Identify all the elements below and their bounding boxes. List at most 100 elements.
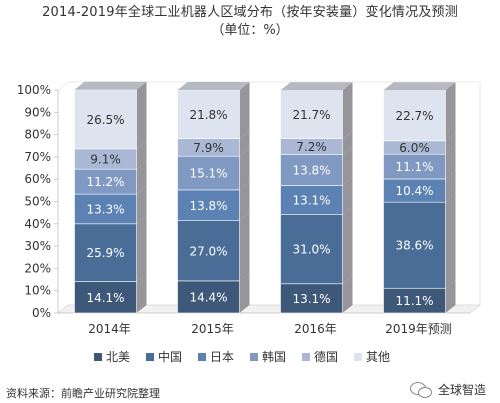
bar-side-face xyxy=(445,82,456,141)
bar-side-face xyxy=(136,186,147,224)
brand-watermark: 全球智造 xyxy=(410,381,486,398)
data-label: 27.0% xyxy=(189,244,227,258)
x-category-label: 2015年 xyxy=(191,322,234,336)
legend-swatch xyxy=(94,353,102,361)
bar-segment xyxy=(74,223,137,282)
data-label: 38.6% xyxy=(395,239,433,253)
data-label: 11.2% xyxy=(86,175,124,189)
stacked-bar-chart: 0% 10% 20% 30% 40% 50% 60% 70% 80% 90% 100% 14.1% 25… xyxy=(17,81,482,364)
bar-segment xyxy=(280,154,343,186)
legend-swatch xyxy=(302,353,310,361)
data-label: 21.7% xyxy=(292,108,330,122)
chart-subtitle: （单位：%） xyxy=(211,23,289,38)
bar-side-face xyxy=(445,170,456,203)
bar-top-face xyxy=(280,82,353,91)
bar-side-face xyxy=(136,140,147,170)
bar-side-face xyxy=(136,215,147,282)
bar-segment xyxy=(177,189,240,221)
bar-side-face xyxy=(239,130,250,157)
x-category-label: 2014年 xyxy=(88,322,131,336)
bar-segment xyxy=(177,220,240,282)
bar-side-face xyxy=(445,132,456,155)
legend-label: 德国 xyxy=(314,349,338,364)
wechat-icon xyxy=(410,381,432,398)
x-category-label: 2016年 xyxy=(294,322,337,336)
data-label: 31.0% xyxy=(292,243,330,257)
y-tick-label: 40% xyxy=(24,217,51,231)
data-label: 25.9% xyxy=(86,246,124,260)
bar-side-face xyxy=(445,280,456,313)
legend-label: 韩国 xyxy=(262,349,286,364)
bar-top-face xyxy=(177,82,250,90)
bar-side-face xyxy=(239,148,250,190)
data-label: 22.7% xyxy=(395,109,433,123)
legend-swatch xyxy=(146,353,154,361)
y-tick-label: 100% xyxy=(17,83,51,97)
bar-segment xyxy=(383,287,446,314)
data-label: 15.1% xyxy=(189,167,227,181)
data-label: 10.4% xyxy=(395,184,433,198)
bar-side-face xyxy=(445,194,456,289)
source-note: 资料来源：前瞻产业研究院整理 xyxy=(6,387,160,400)
bar-segment xyxy=(177,155,240,191)
bar-segment xyxy=(280,185,343,215)
bar-side-face xyxy=(342,146,353,186)
bar-segment xyxy=(383,89,446,142)
data-label: 21.8% xyxy=(189,108,227,122)
bar-segment xyxy=(280,283,343,314)
bar-segment xyxy=(74,168,137,195)
data-label: 14.4% xyxy=(189,290,227,304)
data-label: 13.1% xyxy=(292,194,330,208)
y-tick-label: 20% xyxy=(24,261,51,275)
bar-side-face xyxy=(342,130,353,155)
bar-segment xyxy=(74,281,137,314)
legend-swatch xyxy=(198,353,206,361)
y-tick-label: 0% xyxy=(32,306,51,320)
chart-title: 2014-2019年全球工业机器人区域分布（按年安装量）变化情况及预测 xyxy=(42,5,458,20)
data-label: 9.1% xyxy=(90,153,121,167)
data-label: 7.9% xyxy=(193,141,224,155)
brand-name: 全球智造 xyxy=(438,383,487,397)
legend-label: 其他 xyxy=(366,350,390,364)
bar-side-face xyxy=(342,177,353,215)
legend-label: 日本 xyxy=(210,350,234,364)
data-label: 13.8% xyxy=(292,164,330,178)
bar-side-face xyxy=(445,146,456,179)
data-label: 11.1% xyxy=(395,294,433,308)
y-tick-label: 60% xyxy=(24,172,51,186)
bar-side-face xyxy=(136,81,147,149)
bar-side-face xyxy=(136,273,147,313)
bar-side-face xyxy=(239,82,250,139)
x-category-label: 2019年预测 xyxy=(385,322,452,336)
legend-swatch xyxy=(354,353,362,361)
y-tick-label: 50% xyxy=(24,195,51,209)
bar-side-face xyxy=(136,161,147,195)
data-label: 13.3% xyxy=(86,202,124,216)
bar-side-face xyxy=(239,181,250,221)
bar-top-face xyxy=(74,81,147,90)
y-tick-label: 90% xyxy=(24,105,51,119)
legend-swatch xyxy=(250,353,258,361)
bar-segment xyxy=(280,89,343,139)
bar-segment xyxy=(177,280,240,314)
y-tick-label: 80% xyxy=(24,128,51,142)
data-label: 13.1% xyxy=(292,292,330,306)
bar-segment xyxy=(177,89,240,139)
y-tick-label: 70% xyxy=(24,150,51,164)
bar-side-face xyxy=(239,272,250,313)
bar-side-face xyxy=(342,82,353,139)
data-label: 26.5% xyxy=(86,113,124,127)
y-tick-label: 10% xyxy=(24,284,51,298)
bar-side-face xyxy=(342,206,353,284)
bar-segment xyxy=(74,89,137,150)
data-label: 14.1% xyxy=(86,291,124,305)
legend-label: 北美 xyxy=(106,350,130,364)
data-label: 13.8% xyxy=(189,199,227,213)
bar-side-face xyxy=(239,212,250,281)
bar-top-face xyxy=(383,82,456,91)
data-label: 11.1% xyxy=(395,160,433,174)
data-label: 7.2% xyxy=(296,140,327,154)
data-label: 6.0% xyxy=(399,141,430,155)
bar-segment xyxy=(280,214,343,285)
bar-segment xyxy=(383,201,446,289)
